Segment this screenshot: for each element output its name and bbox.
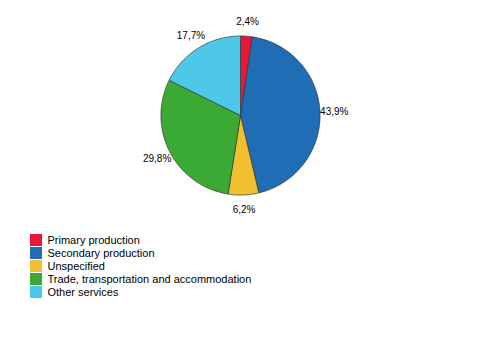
html-text:Primary production: Primary production [47,234,140,246]
svg-text:29,8%: 29,8% [143,153,171,164]
svg-text:6,2%: 6,2% [233,203,256,214]
html-text:Unspecified: Unspecified [47,260,105,272]
svg-text:2,4%: 2,4% [236,16,259,27]
svg-text:43,9%: 43,9% [320,106,348,117]
html-text:Secondary production: Secondary production [47,247,155,259]
html-text:Other services: Other services [47,286,119,298]
svg-text:17,7%: 17,7% [177,30,205,41]
html-text:Trade, transportation and acco: Trade, transportation and accommodation [47,273,252,285]
